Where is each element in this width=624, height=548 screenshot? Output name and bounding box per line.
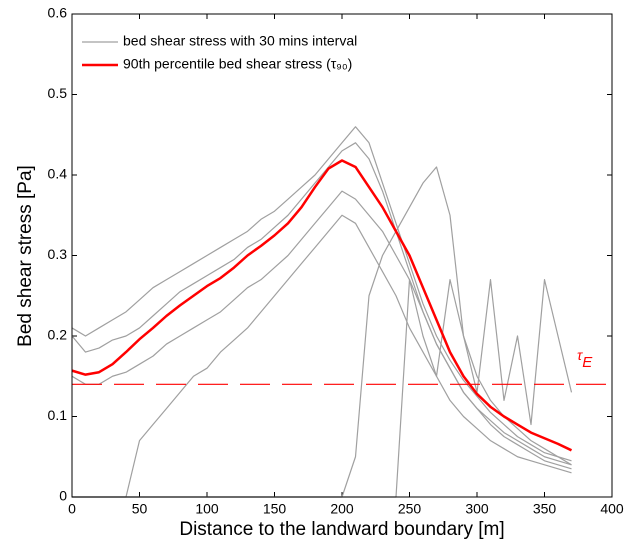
x-tick-label: 100 xyxy=(195,501,219,517)
x-tick-label: 150 xyxy=(263,501,287,517)
series-line xyxy=(72,214,572,498)
x-tick-label: 350 xyxy=(533,501,557,517)
x-tick-label: 250 xyxy=(398,501,422,517)
y-tick-label: 0 xyxy=(59,488,67,504)
x-tick-label: 400 xyxy=(600,501,624,517)
y-axis-title: Bed shear stress [Pa] xyxy=(15,165,36,347)
series-line xyxy=(72,279,573,498)
y-tick-label: 0.4 xyxy=(48,166,68,182)
series-line xyxy=(71,142,572,466)
y-tick-label: 0.6 xyxy=(48,5,68,21)
y-tick-label: 0.3 xyxy=(48,246,68,262)
y-tick-label: 0.5 xyxy=(48,85,68,101)
x-tick-label: 300 xyxy=(465,501,489,517)
x-axis-title: Distance to the landward boundary [m] xyxy=(179,519,504,540)
series-line xyxy=(71,159,573,452)
series-line xyxy=(71,126,572,462)
legend-label: 90th percentile bed shear stress (τ₉₀) xyxy=(123,56,352,72)
x-tick-label: 50 xyxy=(132,501,148,517)
legend-label: bed shear stress with 30 mins interval xyxy=(123,33,357,49)
series-line xyxy=(71,190,572,470)
threshold-symbol: τ xyxy=(577,347,583,363)
plot-frame xyxy=(71,13,613,498)
threshold-label: τE xyxy=(577,347,593,371)
y-tick-label: 0.2 xyxy=(48,327,68,343)
y-tick-label: 0.1 xyxy=(48,407,68,423)
x-tick-label: 200 xyxy=(330,501,354,517)
threshold-subscript: E xyxy=(582,354,593,371)
x-tick-label: 0 xyxy=(68,501,76,517)
